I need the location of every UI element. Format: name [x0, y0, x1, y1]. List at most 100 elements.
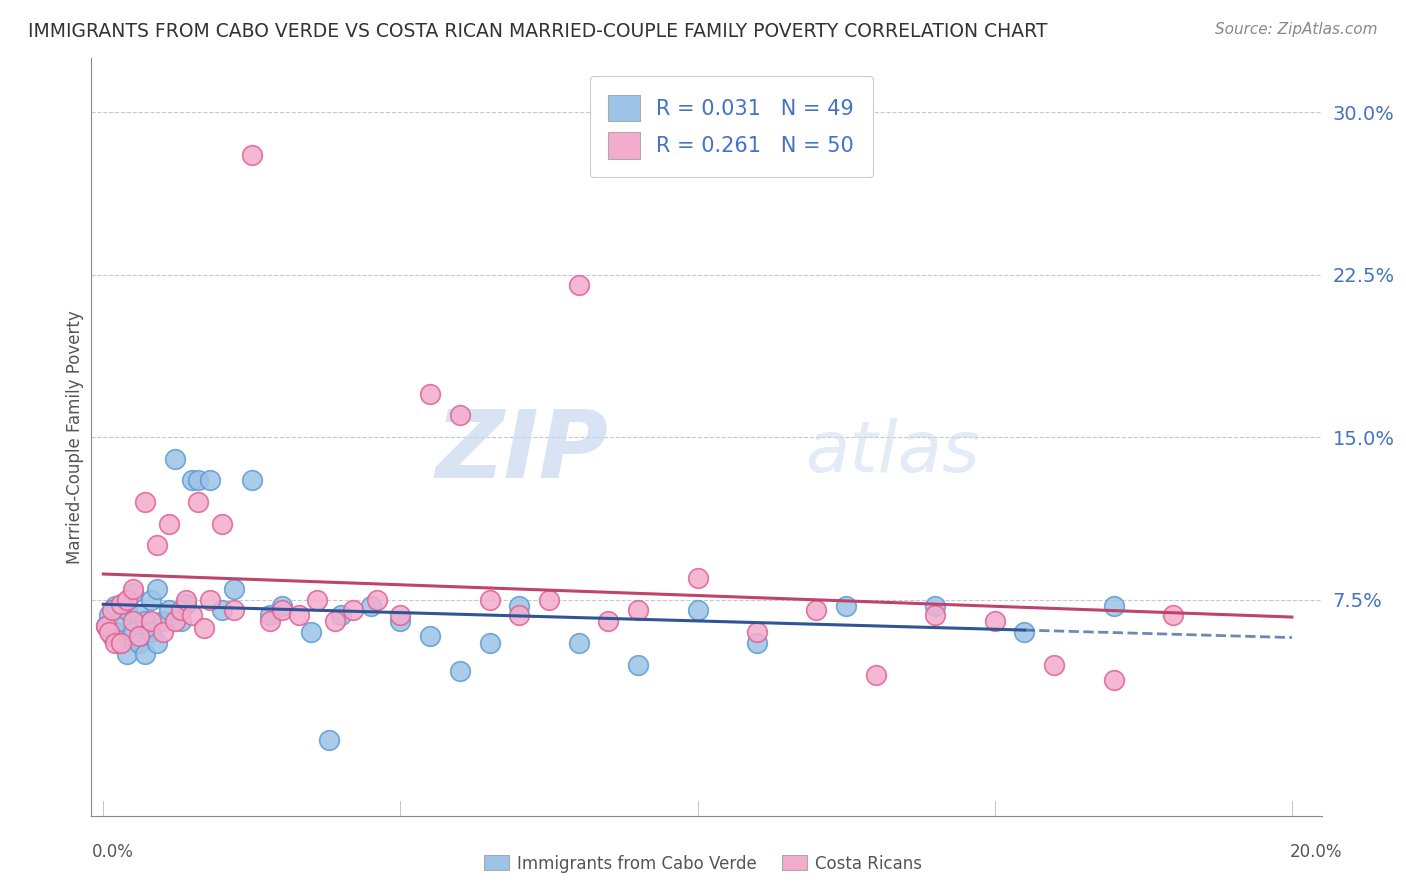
Text: Source: ZipAtlas.com: Source: ZipAtlas.com	[1215, 22, 1378, 37]
Point	[152, 614, 174, 628]
Point	[163, 451, 186, 466]
Point	[200, 474, 222, 488]
Text: 0.0%: 0.0%	[91, 843, 134, 861]
Point	[478, 636, 501, 650]
Point	[1014, 625, 1036, 640]
Point	[122, 625, 145, 640]
Point	[122, 614, 145, 628]
Point	[478, 592, 501, 607]
Point	[745, 636, 768, 650]
Point	[1102, 673, 1125, 687]
Point	[924, 607, 946, 622]
Point	[419, 629, 441, 643]
Point	[122, 586, 145, 600]
Point	[145, 582, 167, 596]
Point	[139, 625, 162, 640]
Point	[152, 625, 174, 640]
Point	[419, 386, 441, 401]
Point	[598, 614, 620, 628]
Point	[627, 657, 650, 672]
Point	[211, 603, 233, 617]
Point	[115, 592, 138, 607]
Point	[342, 603, 364, 617]
Text: atlas: atlas	[804, 417, 980, 487]
Point	[222, 582, 245, 596]
Point	[157, 603, 180, 617]
Point	[806, 603, 828, 617]
Point	[984, 614, 1007, 628]
Point	[389, 607, 412, 622]
Point	[122, 582, 145, 596]
Point	[101, 603, 124, 617]
Point	[101, 629, 124, 643]
Point	[1043, 657, 1066, 672]
Point	[176, 597, 198, 611]
Point	[169, 614, 191, 628]
Point	[1161, 607, 1184, 622]
Point	[508, 607, 530, 622]
Point	[449, 664, 471, 678]
Point	[627, 603, 650, 617]
Point	[240, 148, 263, 162]
Point	[110, 636, 132, 650]
Point	[181, 607, 204, 622]
Point	[145, 636, 167, 650]
Point	[259, 607, 281, 622]
Point	[568, 636, 591, 650]
Point	[222, 603, 245, 617]
Legend: Immigrants from Cabo Verde, Costa Ricans: Immigrants from Cabo Verde, Costa Ricans	[477, 848, 929, 880]
Point	[270, 603, 292, 617]
Point	[835, 599, 858, 613]
Point	[686, 571, 709, 585]
Point	[145, 538, 167, 552]
Point	[110, 636, 132, 650]
Point	[389, 614, 412, 628]
Point	[745, 625, 768, 640]
Point	[288, 607, 311, 622]
Point	[330, 607, 353, 622]
Point	[270, 599, 292, 613]
Point	[115, 647, 138, 661]
Point	[110, 597, 132, 611]
Point	[686, 603, 709, 617]
Point	[924, 599, 946, 613]
Point	[181, 474, 204, 488]
Point	[299, 625, 322, 640]
Point	[211, 516, 233, 531]
Point	[134, 495, 156, 509]
Point	[115, 603, 138, 617]
Point	[323, 614, 346, 628]
Point	[360, 599, 382, 613]
Point	[449, 409, 471, 423]
Point	[128, 636, 150, 650]
Point	[187, 474, 209, 488]
Point	[104, 599, 127, 613]
Point	[104, 636, 127, 650]
Y-axis label: Married-Couple Family Poverty: Married-Couple Family Poverty	[66, 310, 84, 564]
Point	[157, 516, 180, 531]
Point	[176, 592, 198, 607]
Point	[128, 607, 150, 622]
Point	[134, 614, 156, 628]
Point	[98, 607, 121, 622]
Legend: R = 0.031   N = 49, R = 0.261   N = 50: R = 0.031 N = 49, R = 0.261 N = 50	[589, 76, 873, 178]
Point	[134, 647, 156, 661]
Point	[568, 278, 591, 293]
Text: 20.0%: 20.0%	[1291, 843, 1343, 861]
Text: ZIP: ZIP	[436, 406, 607, 499]
Point	[259, 614, 281, 628]
Point	[307, 592, 329, 607]
Point	[318, 733, 340, 747]
Point	[537, 592, 560, 607]
Point	[139, 592, 162, 607]
Point	[104, 625, 127, 640]
Point	[240, 474, 263, 488]
Point	[128, 629, 150, 643]
Point	[169, 603, 191, 617]
Point	[96, 618, 118, 632]
Point	[1102, 599, 1125, 613]
Point	[193, 621, 215, 635]
Point	[508, 599, 530, 613]
Point	[96, 618, 118, 632]
Point	[139, 614, 162, 628]
